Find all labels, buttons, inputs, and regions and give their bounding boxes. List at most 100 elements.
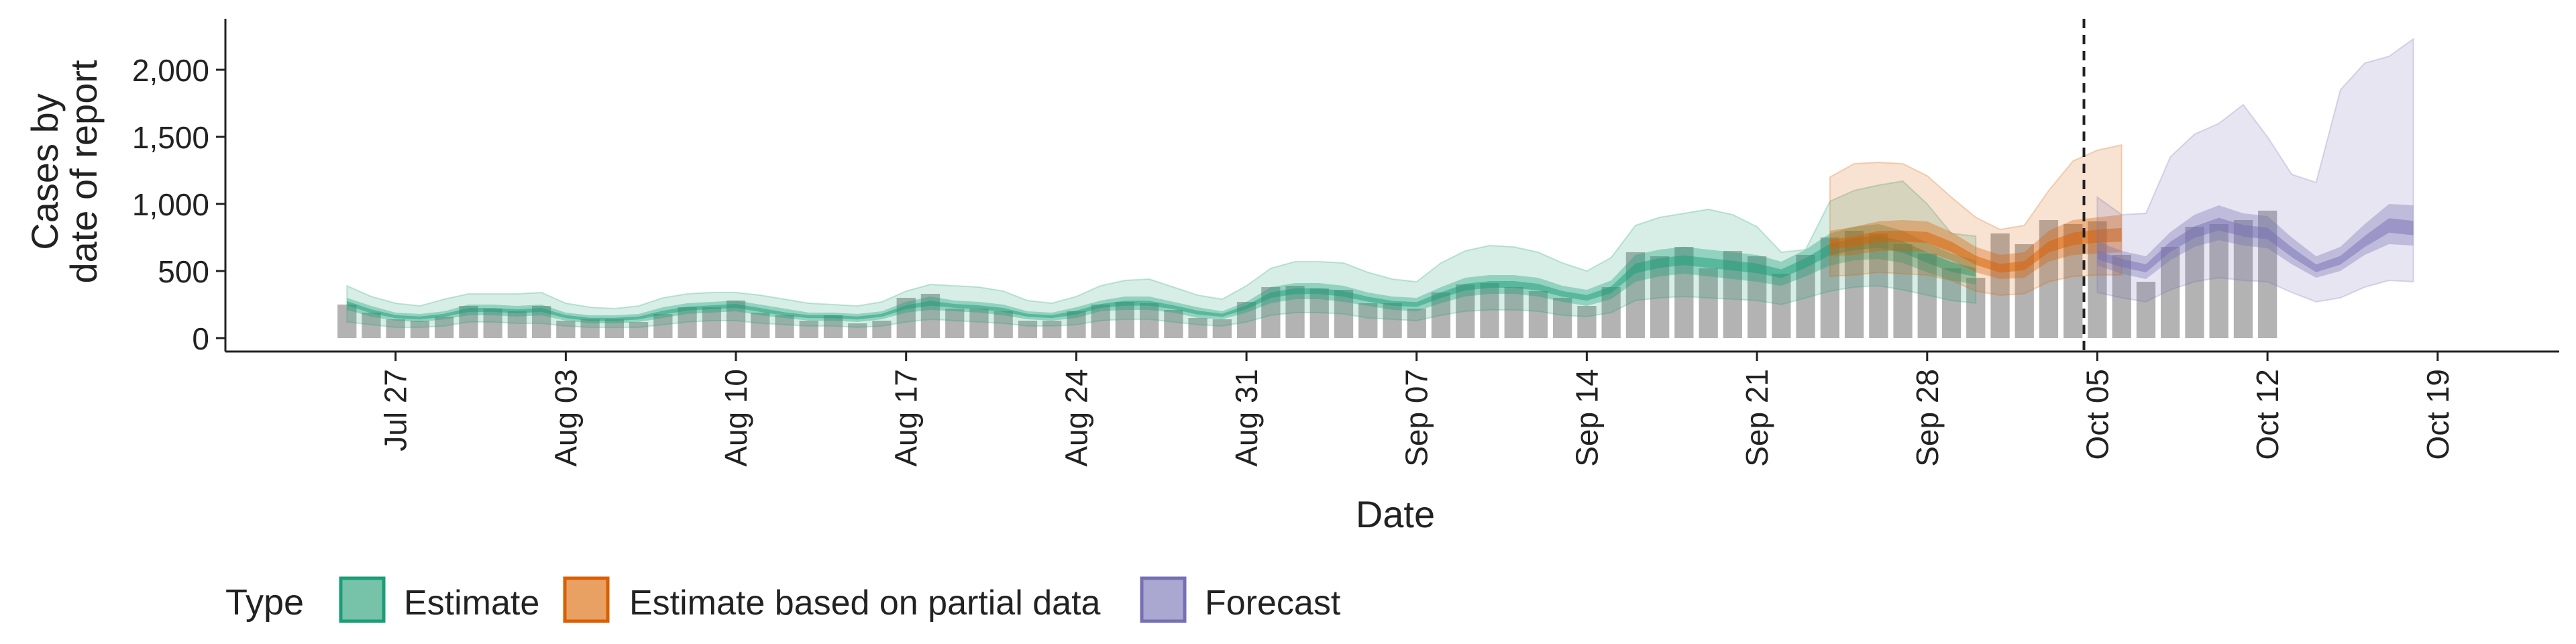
reported-cases-bar	[653, 314, 673, 338]
reported-cases-bar	[1309, 288, 1329, 338]
reported-cases-bars	[337, 211, 2277, 338]
forecast-band-90	[2096, 38, 2414, 303]
reported-cases-bar	[483, 309, 502, 338]
reported-cases-bar	[629, 322, 649, 338]
reported-cases-bar	[1990, 233, 2010, 338]
reported-cases-bar	[848, 323, 867, 338]
forecast-band-20	[2097, 217, 2414, 273]
estimate-bands	[346, 38, 2414, 329]
reported-cases-bar	[799, 321, 818, 338]
reported-cases-bar	[1893, 244, 1913, 338]
reported-cases-bar	[1553, 298, 1572, 338]
reported-cases-bar	[410, 321, 430, 338]
x-tick-label: Sep 14	[1569, 369, 1604, 467]
reported-cases-bar	[1601, 287, 1621, 338]
legend: Type Estimate Estimate based on partial …	[225, 576, 1341, 623]
y-tick-label: 2,000	[132, 53, 209, 88]
y-axis-label-line1: Cases by	[23, 93, 66, 250]
x-tick-label: Aug 31	[1229, 369, 1264, 467]
reported-cases-bar	[1528, 291, 1548, 338]
legend-key-estimate	[339, 576, 386, 623]
reported-cases-bar	[2233, 220, 2253, 338]
x-tick-label: Aug 10	[718, 369, 753, 467]
reported-cases-bar	[1456, 284, 1475, 338]
estimate-band-20	[347, 235, 1976, 321]
reported-cases-bar	[1650, 256, 1670, 338]
x-tick-label: Oct 19	[2420, 369, 2455, 460]
reported-cases-bar	[1869, 233, 1888, 338]
reported-cases-bar	[1140, 303, 1159, 338]
reported-cases-bar	[823, 315, 843, 338]
reported-cases-bar	[751, 313, 770, 338]
x-ticks: Jul 27 Aug 03 Aug 10 Aug 17 Aug 24 Aug 31 Sep …	[378, 352, 2455, 467]
reported-cases-bar	[507, 311, 527, 338]
reported-cases-bar	[1941, 268, 1962, 338]
reported-cases-bar	[2161, 247, 2180, 338]
reported-cases-bar	[678, 307, 697, 338]
reported-cases-bar	[1699, 268, 1718, 338]
reported-cases-bar	[1966, 278, 1986, 338]
reported-cases-bar	[1504, 287, 1523, 338]
reported-cases-bar	[386, 319, 405, 338]
reported-cases-bar	[1188, 318, 1208, 338]
x-tick-label: Aug 03	[548, 369, 583, 467]
reported-cases-bar	[2136, 282, 2156, 338]
x-tick-label: Aug 24	[1059, 369, 1093, 467]
reported-cases-bar	[1042, 321, 1062, 338]
axes	[224, 19, 2559, 353]
x-tick-label: Oct 05	[2080, 369, 2114, 460]
legend-key-partial	[563, 576, 610, 623]
reported-cases-bar	[1407, 309, 1426, 338]
reported-cases-bar	[1917, 254, 1937, 338]
y-ticks: 0 500 1,000 1,500 2,000	[132, 53, 225, 356]
y-axis-label-line2: date of report	[62, 60, 105, 284]
reported-cases-bar	[1772, 274, 1791, 338]
reported-cases-bar	[1067, 311, 1086, 338]
x-tick-label: Sep 21	[1739, 369, 1774, 467]
reported-cases-bar	[580, 319, 600, 338]
x-tick-label: Jul 27	[378, 369, 413, 451]
reported-cases-bar	[994, 311, 1013, 338]
legend-key-forecast	[1140, 576, 1187, 623]
estimate-band-90	[346, 180, 1977, 329]
legend-title: Type	[225, 582, 304, 623]
y-tick-label: 1,500	[132, 120, 209, 155]
estimate-band-50	[347, 224, 1976, 323]
y-tick-label: 0	[192, 321, 209, 356]
reported-cases-bar	[1018, 321, 1038, 338]
reported-cases-bar	[1358, 303, 1378, 338]
x-tick-label: Sep 07	[1399, 369, 1434, 467]
reported-cases-bar	[2209, 224, 2229, 338]
reported-cases-bar	[969, 309, 989, 338]
x-tick-label: Oct 12	[2250, 369, 2285, 460]
reported-cases-bar	[702, 307, 721, 338]
reported-cases-bar	[362, 313, 381, 338]
reported-cases-bar	[872, 321, 892, 338]
reported-cases-bar	[1480, 283, 1499, 338]
reported-cases-bar	[1383, 303, 1402, 338]
partial-estimate-band-90	[1829, 144, 2123, 297]
reported-cases-bar	[1115, 302, 1134, 338]
x-tick-label: Sep 28	[1910, 369, 1945, 467]
reported-cases-bar	[604, 319, 624, 338]
reported-cases-bar	[1091, 305, 1110, 338]
reported-cases-bar	[1212, 319, 1232, 338]
reported-cases-bar	[435, 317, 454, 338]
reported-cases-bar	[2112, 255, 2131, 338]
legend-label-partial: Estimate based on partial data	[629, 584, 1101, 623]
reported-cases-bar	[1164, 310, 1183, 338]
y-tick-label: 500	[158, 254, 209, 289]
y-tick-label: 1,000	[132, 187, 209, 222]
partial-estimate-band-20	[1829, 227, 2122, 273]
reported-cases-bar	[337, 305, 357, 338]
reported-cases-bar	[2185, 227, 2204, 338]
reported-cases-bar	[775, 315, 794, 338]
reported-cases-bar	[1577, 306, 1597, 338]
reported-cases-bar	[945, 309, 965, 338]
legend-label-forecast: Forecast	[1205, 584, 1341, 623]
reported-cases-bar	[556, 321, 576, 338]
x-tick-label: Aug 17	[889, 369, 924, 467]
legend-label-estimate: Estimate	[404, 584, 539, 623]
x-axis-label: Date	[1356, 493, 1435, 535]
